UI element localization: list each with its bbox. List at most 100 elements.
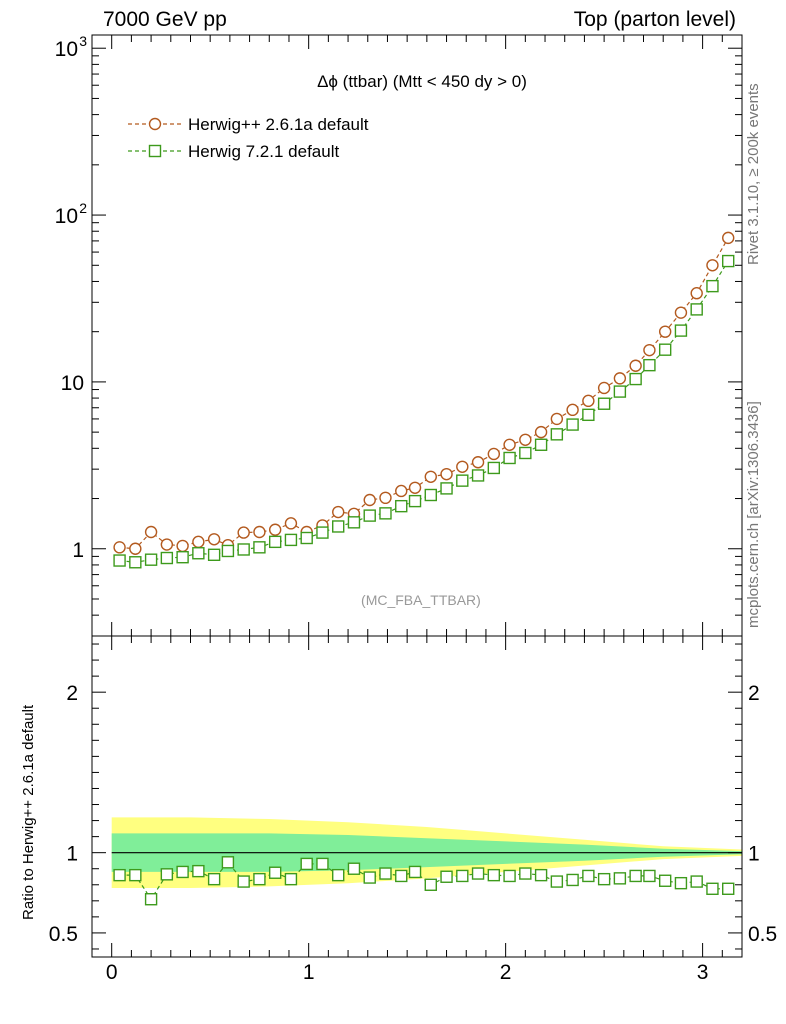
- herwigpp-series-point: [207, 533, 221, 546]
- ratio-herwig7-series-point: [566, 873, 579, 887]
- y-tick-label: 10: [55, 38, 78, 61]
- x-tick-label: 2: [500, 961, 512, 984]
- herwig7-series-point: [113, 554, 126, 567]
- legend-marker: [148, 144, 162, 158]
- herwig7-series-point: [674, 324, 688, 337]
- herwigpp-series-point: [643, 343, 656, 357]
- ratio-herwig7-series-point: [471, 867, 485, 880]
- herwigpp-series-point: [471, 456, 485, 469]
- herwig7-series-point: [582, 408, 595, 422]
- herwig7-series-point: [300, 531, 313, 545]
- herwigpp-series-point: [690, 287, 703, 300]
- herwig7-series-point: [629, 372, 642, 386]
- x-tick-label: 1: [303, 961, 315, 984]
- ratio-herwig7-series-point: [268, 866, 282, 879]
- herwigpp-series-point: [408, 481, 422, 494]
- herwig7-series-point: [534, 438, 548, 451]
- herwig7-series-point: [597, 397, 611, 410]
- ratio-y-tick-label-right: 1: [748, 843, 760, 866]
- ratio-y-tick-label: 1: [66, 843, 78, 866]
- herwigpp-series-line: [119, 237, 729, 550]
- ratio-herwig7-series-point: [706, 882, 719, 895]
- herwig7-series-point: [268, 535, 282, 549]
- herwigpp-series-point: [253, 525, 266, 539]
- ratio-y-tick-label-right: 2: [748, 682, 760, 705]
- herwig7-series-point: [519, 446, 532, 460]
- herwig7-series-point: [471, 469, 485, 482]
- ratio-herwig7-series-point: [424, 878, 437, 891]
- x-tick-label: 0: [106, 961, 118, 984]
- ratio-y-tick-label: 0.5: [49, 923, 78, 946]
- ratio-herwig7-series-point: [113, 868, 126, 882]
- legend: Herwig++ 2.6.1a default Herwig 7.2.1 defa…: [128, 115, 369, 161]
- herwig7-series-point: [706, 279, 719, 293]
- herwigpp-series-point: [629, 359, 642, 372]
- ratio-herwig7-series-point: [582, 869, 595, 883]
- ratio-herwig7-series-point: [176, 865, 189, 879]
- herwigpp-series-point: [176, 539, 189, 553]
- legend-label: Herwig 7.2.1 default: [188, 142, 339, 161]
- herwig7-series-point: [160, 551, 174, 565]
- herwigpp-series-point: [613, 372, 627, 385]
- ratio-herwig7-series-point: [395, 869, 408, 883]
- herwigpp-series-point: [706, 259, 719, 272]
- ratio-herwig7-series-point: [503, 869, 516, 883]
- herwigpp-series-point: [534, 425, 548, 439]
- herwigpp-series-point: [113, 541, 126, 554]
- herwig7-series-point: [144, 553, 158, 566]
- herwigpp-series-point: [268, 523, 282, 536]
- herwigpp-series-point: [582, 394, 595, 408]
- x-tick-label: 3: [697, 961, 709, 984]
- herwig7-series-point: [363, 509, 376, 522]
- herwig7-series-point: [643, 358, 656, 372]
- herwig7-series-point: [566, 418, 579, 431]
- y-tick-label-exponent: 3: [79, 33, 87, 49]
- herwig7-series-point: [503, 451, 516, 465]
- herwig7-series-point: [613, 385, 627, 398]
- herwig7-series-point: [347, 516, 361, 529]
- herwig7-series-point: [658, 343, 672, 356]
- herwigpp-series-point: [566, 403, 579, 417]
- header-left-label: 7000 GeV pp: [103, 8, 227, 31]
- ratio-herwig7-series-point: [534, 868, 548, 882]
- ratio-herwig7-series-point: [408, 865, 422, 879]
- ratio-herwig7-series-point: [550, 875, 564, 888]
- herwigpp-series-point: [284, 517, 298, 530]
- legend-label: Herwig++ 2.6.1a default: [188, 115, 369, 134]
- herwigpp-series-point: [597, 381, 611, 395]
- herwigpp-series-point: [332, 505, 345, 519]
- herwig7-series-point: [237, 543, 250, 556]
- y-tick-label: 10: [61, 372, 84, 395]
- herwig7-series-point: [722, 254, 735, 268]
- ratio-herwig7-series-line: [119, 861, 729, 901]
- header-right-label: Top (parton level): [573, 8, 736, 31]
- ratio-y-tick-label-right: 0.5: [748, 923, 777, 946]
- y-tick-label-exponent: 2: [79, 200, 87, 216]
- herwigpp-series-point: [440, 467, 453, 481]
- analysis-watermark: (MC_FBA_TTBAR): [361, 592, 481, 608]
- ratio-herwig7-series-point: [160, 868, 174, 881]
- ratio-herwig7-series-point: [332, 868, 345, 882]
- ratio-herwig7-series-point: [658, 874, 672, 887]
- herwig7-series-point: [253, 541, 266, 554]
- herwig7-series-point: [192, 547, 205, 560]
- ratio-herwig7-series-point: [221, 856, 235, 869]
- ratio-herwig7-series-point: [440, 870, 453, 883]
- ratio-herwig7-series-point: [487, 868, 501, 882]
- herwigpp-series-point: [674, 306, 688, 319]
- ratio-herwig7-series-point: [207, 872, 221, 886]
- herwig7-series-point: [487, 461, 501, 475]
- ratio-herwig7-series-point: [674, 876, 688, 890]
- ratio-herwig7-series-point: [613, 872, 627, 885]
- herwig7-series-point: [221, 544, 235, 558]
- herwigpp-series-point: [456, 460, 469, 473]
- herwigpp-series-point: [722, 231, 735, 245]
- herwigpp-series-point: [395, 484, 408, 498]
- ratio-herwig7-series-point: [129, 868, 142, 882]
- ratio-herwig7-series-point: [316, 857, 329, 871]
- herwigpp-series-point: [503, 438, 516, 451]
- herwig7-series-point: [408, 494, 422, 508]
- herwigpp-series-point: [379, 491, 392, 505]
- ratio-herwig7-series-point: [284, 872, 298, 886]
